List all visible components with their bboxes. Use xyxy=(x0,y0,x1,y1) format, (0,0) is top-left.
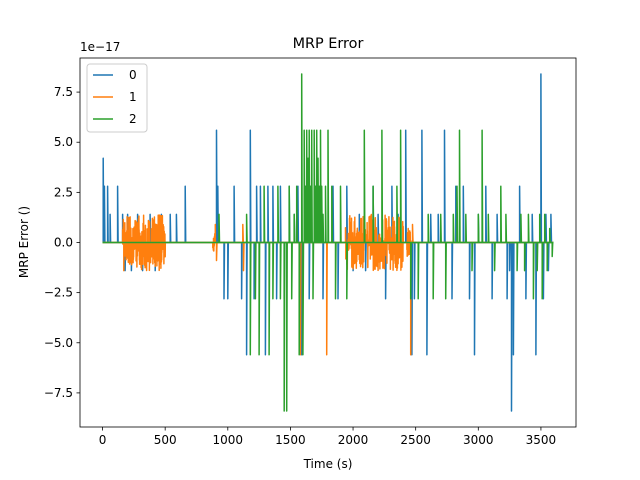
x-tick-label: 2500 xyxy=(400,433,431,447)
x-tick-label: 2000 xyxy=(338,433,369,447)
y-tick-label: 7.5 xyxy=(54,85,73,99)
y-tick-label: 2.5 xyxy=(54,185,73,199)
legend-label-1: 1 xyxy=(129,90,137,104)
y-tick-label: −7.5 xyxy=(44,386,73,400)
x-tick-label: 0 xyxy=(99,433,107,447)
y-tick-label: −2.5 xyxy=(44,286,73,300)
y-tick-label: 5.0 xyxy=(54,135,73,149)
y-scale-multiplier: 1e−17 xyxy=(80,40,120,54)
x-axis-label: Time (s) xyxy=(303,457,353,471)
x-tick-label: 1500 xyxy=(275,433,306,447)
plot-area xyxy=(102,73,554,412)
y-tick-label: −5.0 xyxy=(44,336,73,350)
legend-label-0: 0 xyxy=(129,68,137,82)
chart-title: MRP Error xyxy=(293,36,364,52)
legend-label-2: 2 xyxy=(129,112,137,126)
axes: 0 500 1000 1500 2000 2500 3000 3500 −7.5 −5.0 −2.5… xyxy=(44,57,577,447)
y-tick-label: 0.0 xyxy=(54,236,73,250)
x-tick-label: 1000 xyxy=(213,433,244,447)
legend: 0 1 2 xyxy=(86,63,148,133)
x-tick-label: 3000 xyxy=(463,433,494,447)
series-2 xyxy=(102,73,554,412)
x-tick-label: 500 xyxy=(154,433,177,447)
series-line-2 xyxy=(102,73,554,412)
y-axis-label: MRP Error () xyxy=(17,206,31,278)
legend-box xyxy=(86,63,148,133)
x-tick-label: 3500 xyxy=(526,433,557,447)
